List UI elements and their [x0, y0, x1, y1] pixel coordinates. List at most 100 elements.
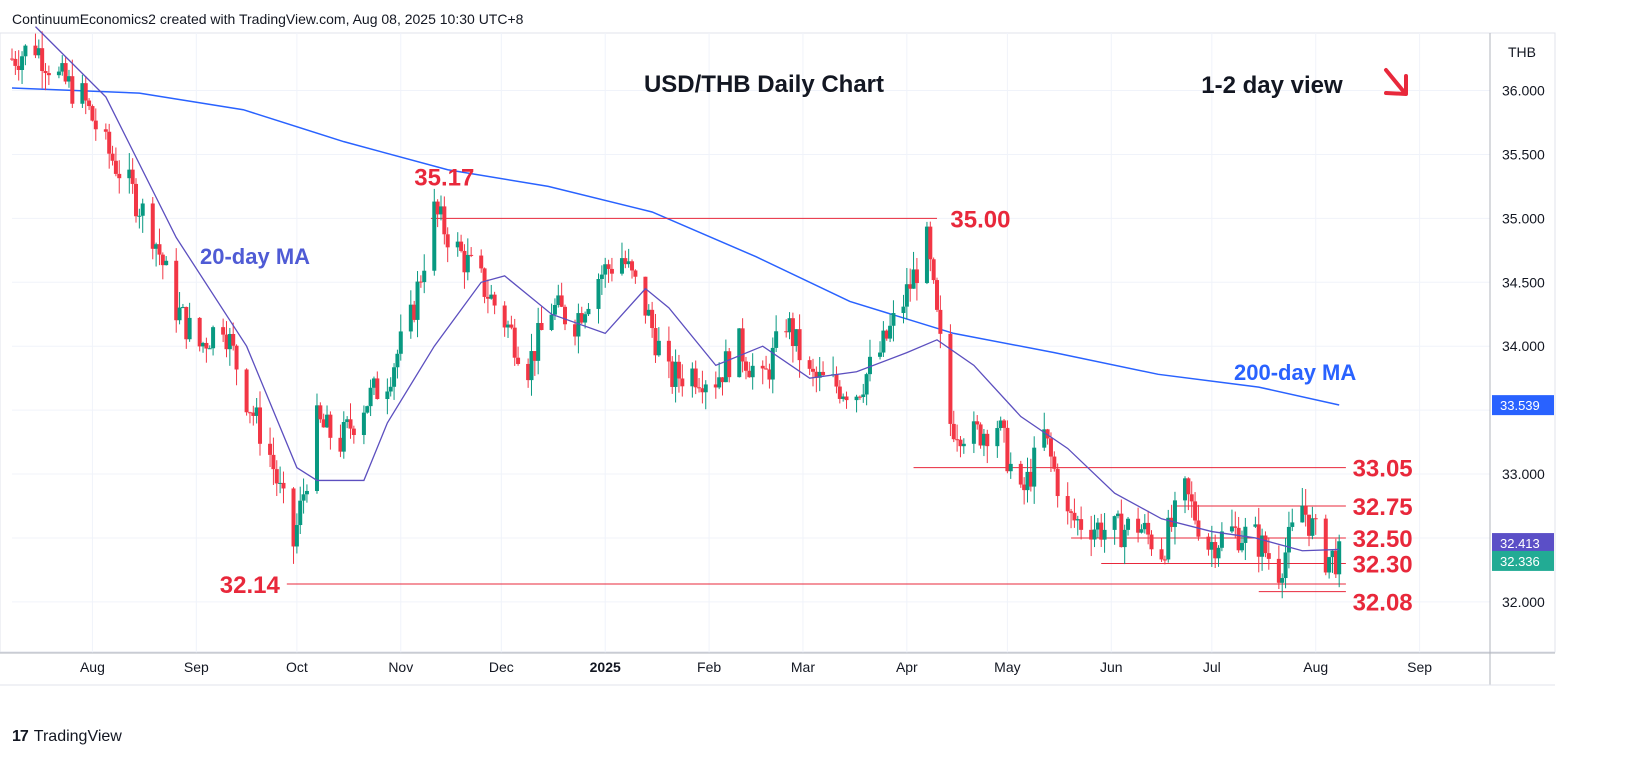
candle-body	[857, 396, 862, 398]
candle-body	[113, 160, 118, 174]
candle-body	[978, 424, 983, 446]
candle-body	[539, 323, 544, 330]
candle-body	[995, 428, 1000, 447]
candle-body	[512, 327, 517, 358]
peak-label: 35.17	[414, 165, 474, 192]
candle-body	[1159, 549, 1164, 560]
candle-body	[901, 306, 906, 314]
candle-body	[117, 173, 122, 179]
candle-body	[931, 259, 936, 281]
candle-body	[63, 63, 68, 82]
y-tick-label: 36.000	[1502, 83, 1545, 99]
candle-body	[247, 412, 252, 414]
x-tick-label: Aug	[1303, 659, 1328, 675]
candle-body	[56, 71, 61, 76]
candle-body	[489, 294, 494, 299]
candle-body	[603, 264, 608, 275]
candle-body	[492, 294, 497, 306]
candle-body	[422, 270, 427, 283]
candle-body	[1209, 542, 1214, 550]
ma200-line	[11, 87, 1340, 406]
candle-body	[914, 269, 919, 284]
candle-body	[666, 340, 671, 362]
ma200-layer	[11, 87, 1340, 406]
candle-body	[445, 234, 450, 248]
candle-body	[596, 279, 601, 309]
ma200-last-value: 33.539	[1500, 398, 1540, 413]
candle-body	[998, 420, 1003, 429]
candle-body	[599, 274, 604, 280]
candle-body	[911, 269, 916, 289]
tradingview-logo-icon: 17	[12, 728, 29, 745]
candle-body	[1048, 438, 1053, 457]
candle-body	[985, 433, 990, 447]
down-right-arrow-icon	[1384, 68, 1408, 96]
candle-body	[154, 244, 159, 249]
candle-body	[1233, 526, 1238, 528]
candle-body	[680, 378, 685, 387]
candle-body	[784, 331, 789, 333]
candle-body	[83, 83, 88, 101]
candle-body	[740, 328, 745, 362]
candle-body	[435, 201, 440, 215]
candle-body	[958, 439, 963, 447]
candle-body	[87, 100, 92, 107]
candle-body	[1313, 518, 1318, 520]
candle-body	[573, 324, 578, 337]
candle-body	[351, 428, 356, 436]
candle-body	[392, 367, 397, 387]
candle-body	[1146, 522, 1151, 535]
level-label: 33.05	[1353, 456, 1413, 483]
candle-body	[928, 226, 933, 260]
candle-body	[13, 58, 18, 66]
candle-body	[90, 106, 95, 121]
x-tick-label: Oct	[286, 659, 308, 675]
candle-body	[1112, 516, 1117, 530]
level-label: 32.14	[220, 572, 281, 599]
candle-body	[93, 120, 98, 130]
candle-body	[656, 340, 661, 356]
candle-body	[271, 454, 276, 470]
candle-body	[834, 374, 839, 387]
candle-body	[790, 318, 795, 347]
candle-body	[646, 309, 651, 316]
candle-body	[1229, 526, 1234, 532]
candle-body	[1005, 427, 1010, 472]
candle-body	[180, 306, 185, 308]
candle-body	[552, 305, 557, 315]
candle-body	[227, 333, 232, 350]
candle-body	[1115, 513, 1120, 517]
candle-body	[1166, 517, 1171, 560]
candle-body	[867, 356, 872, 375]
candle-body	[174, 260, 179, 321]
candle-body	[1136, 518, 1141, 533]
candle-body	[103, 129, 108, 132]
candle-body	[794, 329, 799, 347]
x-tick-label: 2025	[590, 659, 621, 675]
level-label: 32.50	[1353, 526, 1413, 553]
candle-body	[630, 261, 635, 271]
candle-body	[1260, 535, 1265, 557]
candle-body	[1280, 578, 1285, 583]
footer-brand[interactable]: 17 TradingView	[12, 728, 122, 746]
candle-body	[16, 65, 21, 70]
candle-body	[1333, 550, 1338, 575]
candle-body	[278, 482, 283, 484]
candle-body	[814, 371, 819, 378]
candle-body	[908, 284, 913, 289]
candle-body	[747, 370, 752, 378]
candle-body	[1310, 518, 1315, 536]
candle-body	[938, 309, 943, 334]
x-tick-label: Feb	[697, 659, 721, 675]
candle-body	[301, 494, 306, 501]
candle-body	[676, 361, 681, 379]
candle-body	[713, 384, 718, 388]
candle-body	[502, 305, 507, 328]
candle-body	[1072, 512, 1077, 521]
candle-body	[606, 264, 611, 269]
level-label: 35.00	[950, 206, 1010, 233]
arrow-shaft	[1384, 68, 1406, 94]
candle-body	[1092, 529, 1097, 540]
